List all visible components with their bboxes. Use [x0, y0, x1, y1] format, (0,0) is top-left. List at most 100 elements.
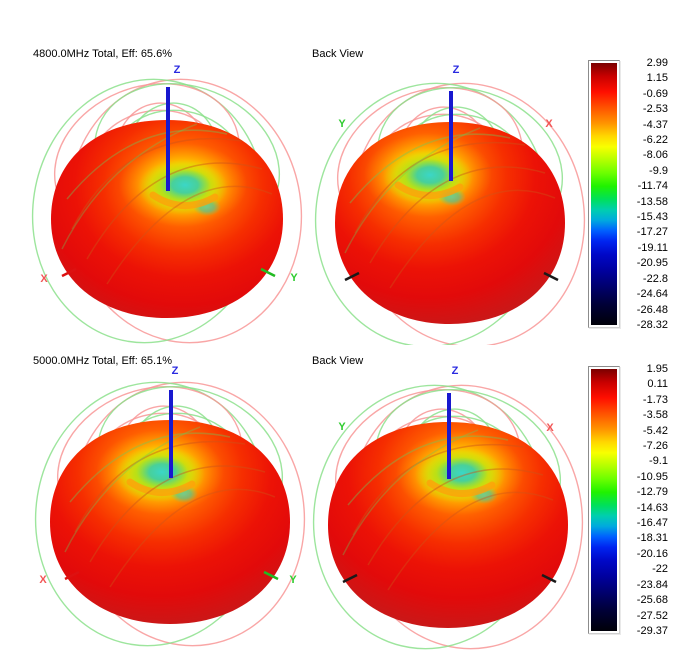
colorbar-gradient: [591, 63, 617, 325]
surface-meridian-line: [106, 185, 273, 285]
surface-meridian-line: [347, 435, 509, 506]
crater-ridge: [149, 191, 219, 209]
surface-meridian-line: [387, 491, 554, 591]
colorbar-tick: -17.27: [636, 226, 668, 239]
beam-null-crater: [136, 456, 188, 488]
surface-meridian-line: [369, 166, 546, 264]
surface-meridian-line: [71, 137, 243, 230]
colorbar-tick: -22.8: [642, 272, 668, 285]
colorbar-frame: [588, 60, 620, 328]
plot-title: 5000.0MHz Total, Eff: 65.1%: [33, 355, 173, 367]
colorbar-tick: -20.16: [636, 547, 668, 560]
colorbar-tick: -26.48: [636, 303, 668, 316]
axis-stub-left: [344, 271, 360, 282]
plot-title: Back View: [312, 48, 364, 60]
y-axis-stub: [260, 267, 276, 278]
right-axis-label: Y: [290, 272, 298, 284]
plot-title: 4800.0MHz Total, Eff: 65.6%: [33, 48, 173, 60]
left-axis-label: X: [40, 273, 48, 285]
colorbar-tick: -16.47: [636, 517, 668, 530]
plot-5000mhz-front: 5000.0MHz Total, Eff: 65.1% Z X Y: [20, 352, 310, 652]
colorbar-frame: [588, 366, 620, 634]
z-axis-label: Z: [171, 365, 179, 377]
crater-ridge: [394, 181, 464, 199]
colorbar-tick: -20.95: [636, 257, 668, 270]
colorbar-tick-labels: 2.99 1.15 -0.69 -2.53 -4.37 -6.22 -8.06 -9.9 -11…: [622, 57, 668, 331]
colorbar-tick: -11.74: [637, 180, 668, 193]
y-axis-stub: [263, 570, 279, 581]
colorbar-tick: -18.31: [636, 532, 668, 545]
x-axis-stub: [61, 267, 77, 278]
z-axis-label: Z: [452, 64, 460, 76]
z-axis-label: Z: [173, 64, 181, 76]
surface-meridian-line: [349, 133, 511, 204]
left-axis-label: X: [39, 574, 47, 586]
surface-meridian-line: [352, 443, 524, 536]
axis-stub-left: [342, 573, 358, 584]
right-axis-label: X: [545, 118, 553, 130]
beam-null-crater: [404, 159, 456, 191]
surface-meridian-line: [61, 123, 198, 250]
colorbar-tick: -4.37: [642, 118, 668, 131]
surface-meridian-line: [89, 465, 266, 563]
right-axis-label: Y: [289, 574, 297, 586]
colorbar-tick: -1.73: [642, 393, 668, 406]
plot-5000mhz-back: Back View Z Y X: [310, 352, 600, 652]
surface-meridian-line: [69, 432, 231, 503]
colorbar-tick: -5.42: [642, 424, 668, 437]
radiation-pattern-3d: [312, 384, 584, 650]
colorbar-tick: -7.26: [642, 440, 668, 453]
surface-meridian-line: [64, 426, 201, 553]
left-axis-label: Y: [338, 118, 346, 130]
colorbar-tick: -9.9: [649, 164, 668, 177]
axis-stub-right: [543, 271, 559, 282]
surface-meridian-line: [74, 440, 246, 533]
colorbar-tick: 2.99: [646, 57, 668, 69]
colorbar-tick: -15.43: [636, 211, 668, 224]
axis-stub-right: [541, 573, 557, 584]
beam-null-crater: [159, 169, 211, 201]
plot-4800mhz-front: 4800.0MHz Total, Eff: 65.6% Z X Y: [20, 45, 310, 345]
x-axis-stub: [64, 570, 80, 581]
colorbar-tick: -23.84: [636, 578, 668, 591]
colorbar-tick: -14.63: [636, 501, 668, 514]
colorbar-tick: -13.58: [636, 195, 668, 208]
colorbar-tick: 0.11: [647, 378, 668, 391]
colorbar-gradient: [591, 369, 617, 631]
surface-meridian-line: [354, 141, 526, 234]
colorbar-tick: -19.11: [637, 241, 668, 254]
surface-meridian-line: [389, 189, 556, 289]
colorbar-tick: -3.58: [642, 409, 668, 422]
colorbar-tick: -0.69: [642, 87, 668, 100]
radiation-pattern-3d: [34, 381, 306, 647]
colorbar-tick: -9.1: [649, 455, 668, 468]
colorbar-tick: -22: [652, 563, 668, 576]
crater-ridge: [426, 479, 496, 497]
colorbar-tick: -27.52: [636, 609, 668, 622]
left-axis-label: Y: [338, 421, 346, 433]
surface-meridian-line: [342, 429, 479, 556]
colorbar-tick: 1.95: [646, 363, 668, 375]
radiation-pattern-3d: [314, 82, 586, 345]
colorbar-4800mhz: 2.99 1.15 -0.69 -2.53 -4.37 -6.22 -8.06 -9.9 -11…: [588, 56, 672, 348]
colorbar-tick: -12.79: [636, 486, 668, 499]
colorbar-tick: -28.32: [636, 318, 668, 331]
right-axis-label: X: [546, 422, 554, 434]
surface-meridian-line: [109, 488, 276, 588]
crater-ridge: [126, 478, 196, 496]
radiation-pattern-3d: [31, 78, 303, 344]
colorbar-5000mhz: 1.95 0.11 -1.73 -3.58 -5.42 -7.26 -9.1 -10.95 -1…: [588, 362, 672, 654]
surface-meridian-line: [344, 127, 481, 254]
z-axis-label: Z: [451, 365, 459, 377]
colorbar-tick: -25.68: [636, 594, 668, 607]
colorbar-tick-labels: 1.95 0.11 -1.73 -3.58 -5.42 -7.26 -9.1 -10.95 -1…: [622, 363, 668, 637]
plot-4800mhz-back: Back View Z Y X: [310, 45, 600, 345]
colorbar-tick: -2.53: [642, 103, 668, 116]
colorbar-tick: -24.64: [636, 288, 668, 301]
colorbar-tick: -8.06: [642, 149, 668, 162]
surface-meridian-line: [66, 129, 228, 200]
colorbar-tick: -10.95: [636, 470, 668, 483]
colorbar-tick: 1.15: [646, 72, 668, 85]
colorbar-tick: -6.22: [642, 134, 668, 147]
colorbar-tick: -29.37: [636, 624, 668, 637]
